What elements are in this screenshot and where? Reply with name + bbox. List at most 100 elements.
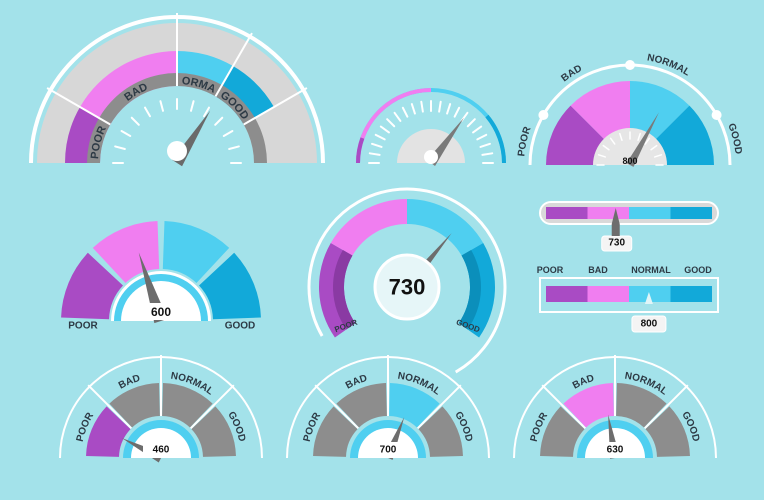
tick-mark bbox=[368, 152, 381, 156]
divider-line bbox=[243, 87, 308, 126]
value-box bbox=[143, 442, 179, 458]
bar-1-value: 730 bbox=[608, 238, 625, 249]
segment-1 bbox=[330, 199, 407, 256]
tick-mark bbox=[114, 145, 126, 151]
tick-mark bbox=[120, 130, 132, 137]
bar-1: 730 bbox=[539, 201, 719, 252]
label-bad: BAD bbox=[588, 265, 608, 275]
tick-mark bbox=[410, 103, 416, 115]
tick-mark bbox=[371, 142, 383, 148]
tick-mark bbox=[602, 144, 610, 151]
tick-mark bbox=[144, 106, 151, 118]
segment-2 bbox=[162, 221, 230, 283]
bar-segment-2 bbox=[629, 207, 671, 219]
segment-3-shade bbox=[458, 250, 482, 330]
tick-mark bbox=[401, 106, 409, 118]
needle-hub bbox=[424, 150, 438, 164]
gauge-3-value: 800 bbox=[622, 156, 637, 166]
divider-line bbox=[416, 384, 462, 430]
center-core bbox=[123, 283, 199, 321]
center-disc bbox=[593, 128, 667, 165]
segment-bad bbox=[336, 383, 387, 428]
gauge-8-value: 700 bbox=[380, 445, 397, 456]
label-bad: BAD bbox=[559, 63, 584, 84]
label-bad-path-text: BAD bbox=[559, 63, 584, 84]
tick-mark bbox=[379, 125, 390, 134]
divider-line bbox=[643, 384, 689, 430]
bar-segment-0 bbox=[546, 207, 588, 219]
segment-0-shade bbox=[332, 250, 356, 330]
segment-normal bbox=[389, 383, 440, 428]
gauge-4: 600 POOR GOOD bbox=[61, 221, 261, 332]
segment-bad bbox=[563, 383, 614, 428]
label-poor: POOR bbox=[537, 265, 564, 275]
segment-3 bbox=[199, 252, 261, 320]
gauge-2 bbox=[356, 88, 506, 166]
segment-good bbox=[645, 406, 690, 457]
outer-arc-poor bbox=[356, 137, 365, 164]
bar-segment-1 bbox=[587, 207, 629, 219]
inner-ring bbox=[114, 274, 208, 321]
tick-mark bbox=[214, 116, 224, 126]
bar-2: POOR BAD NORMAL GOOD 800 bbox=[537, 265, 719, 333]
gauge-4-value: 600 bbox=[151, 305, 171, 319]
segment-0 bbox=[61, 252, 123, 320]
segment-normal bbox=[162, 383, 213, 428]
segment-normal bbox=[616, 383, 667, 428]
tick-mark bbox=[159, 100, 165, 112]
label-poor: POOR bbox=[68, 321, 98, 332]
divider-line bbox=[87, 384, 133, 430]
tick-mark bbox=[609, 137, 616, 145]
divider-line bbox=[46, 87, 111, 126]
bar-segment-2 bbox=[629, 286, 671, 302]
bar-frame bbox=[539, 277, 719, 313]
segment-poor bbox=[540, 406, 585, 457]
tick-mark bbox=[619, 132, 623, 142]
label-normal: NORMAL bbox=[646, 52, 692, 78]
segment-3 bbox=[215, 66, 274, 125]
divider-line bbox=[214, 32, 253, 97]
tick-mark bbox=[597, 154, 607, 158]
segment-good bbox=[191, 406, 236, 457]
segment-good bbox=[418, 406, 463, 457]
label-good: GOOD bbox=[225, 321, 256, 332]
tick-mark bbox=[481, 152, 494, 156]
bar-1-stem bbox=[611, 224, 620, 236]
divider-line bbox=[314, 384, 360, 430]
tick-mark bbox=[446, 103, 452, 115]
tick-mark bbox=[479, 142, 491, 148]
tick-mark bbox=[453, 106, 461, 118]
segment-poor bbox=[313, 406, 358, 457]
needle-hub bbox=[167, 141, 187, 161]
tick-mark bbox=[374, 133, 386, 141]
ring-dot bbox=[625, 60, 635, 70]
tick-mark bbox=[393, 111, 402, 122]
ring-dot bbox=[538, 110, 549, 120]
tick-mark bbox=[420, 100, 424, 113]
outer-ring bbox=[307, 187, 507, 387]
gauge-9-value: 630 bbox=[607, 445, 624, 456]
gauge-3-needle bbox=[626, 112, 659, 167]
center-disc bbox=[373, 253, 441, 321]
bar-segment-0 bbox=[546, 286, 588, 302]
segment-2 bbox=[407, 199, 484, 256]
bar-1-pointer bbox=[611, 208, 620, 224]
segment-poor bbox=[86, 406, 131, 457]
bar-2-pointer bbox=[644, 292, 653, 304]
tick-mark bbox=[189, 100, 195, 112]
gauge-7-value: 460 bbox=[153, 445, 170, 456]
tick-mark bbox=[476, 133, 488, 141]
value-box bbox=[370, 442, 406, 458]
tick-mark bbox=[466, 118, 476, 128]
value-box bbox=[597, 442, 633, 458]
label-good: GOOD bbox=[684, 265, 712, 275]
value-box bbox=[143, 303, 179, 320]
tick-mark bbox=[228, 145, 240, 151]
value-box bbox=[631, 315, 667, 333]
tick-mark bbox=[130, 116, 140, 126]
outer-arc-good bbox=[485, 114, 506, 164]
